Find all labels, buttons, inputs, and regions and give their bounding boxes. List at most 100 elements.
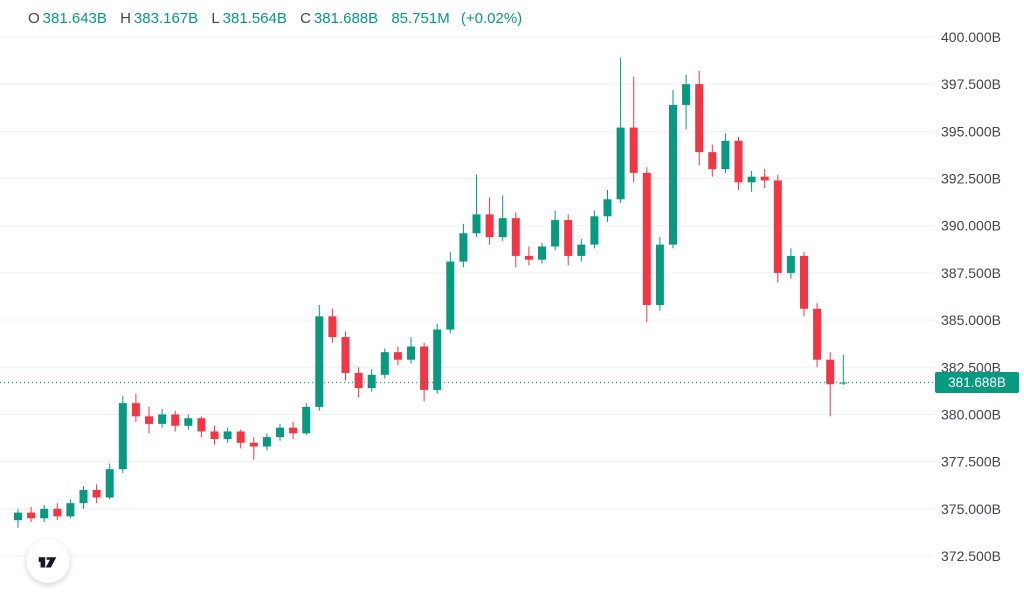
candle[interactable] bbox=[66, 499, 75, 519]
candle[interactable] bbox=[826, 352, 835, 417]
candle[interactable] bbox=[223, 427, 232, 443]
candle[interactable] bbox=[407, 337, 415, 364]
candle[interactable] bbox=[603, 189, 612, 222]
candle[interactable] bbox=[158, 408, 167, 428]
candle[interactable] bbox=[315, 304, 324, 411]
candle-body bbox=[236, 431, 245, 443]
candle-body bbox=[551, 220, 560, 247]
candle[interactable] bbox=[786, 248, 795, 279]
candle[interactable] bbox=[616, 57, 625, 204]
price-tick-label: 397.500B bbox=[941, 76, 1001, 92]
candle[interactable] bbox=[341, 331, 350, 381]
candle[interactable] bbox=[433, 323, 442, 394]
candle[interactable] bbox=[760, 169, 769, 188]
candle[interactable] bbox=[642, 167, 651, 322]
candle[interactable] bbox=[629, 76, 638, 183]
candle[interactable] bbox=[118, 395, 127, 473]
open-value: 381.643B bbox=[42, 10, 107, 27]
candle[interactable] bbox=[92, 484, 101, 504]
candle-body bbox=[669, 104, 677, 245]
candle[interactable] bbox=[289, 422, 298, 439]
candle[interactable] bbox=[171, 410, 180, 432]
candle[interactable] bbox=[262, 433, 271, 451]
last-price-badge: 381.688B bbox=[935, 372, 1019, 394]
candle-body bbox=[773, 180, 782, 273]
candle[interactable] bbox=[302, 403, 311, 436]
candle[interactable] bbox=[485, 197, 494, 245]
high-value: 383.167B bbox=[133, 10, 199, 27]
candle-body bbox=[564, 220, 573, 256]
candle[interactable] bbox=[249, 437, 258, 460]
candle[interactable] bbox=[511, 212, 520, 268]
candle-body bbox=[603, 199, 612, 217]
candle[interactable] bbox=[590, 210, 599, 249]
candle[interactable] bbox=[354, 367, 363, 398]
candle[interactable] bbox=[538, 242, 546, 264]
candle[interactable] bbox=[524, 246, 533, 266]
candle-body bbox=[131, 403, 140, 417]
candle-body bbox=[53, 508, 62, 517]
candle[interactable] bbox=[420, 342, 429, 402]
candle[interactable] bbox=[27, 506, 36, 523]
candle-body bbox=[760, 176, 769, 181]
price-tick-label: 377.500B bbox=[941, 454, 1001, 470]
candle[interactable] bbox=[14, 508, 22, 528]
candle-body bbox=[158, 414, 167, 424]
change-percent: (+0.02%) bbox=[460, 10, 523, 27]
candle[interactable] bbox=[734, 137, 743, 190]
tradingview-logo[interactable] bbox=[26, 539, 70, 583]
candle[interactable] bbox=[564, 214, 573, 266]
candle[interactable] bbox=[197, 416, 206, 438]
candle-body bbox=[407, 346, 415, 360]
candle[interactable] bbox=[393, 346, 402, 366]
candle-body bbox=[105, 469, 114, 498]
candle-body bbox=[223, 431, 232, 439]
candle[interactable] bbox=[708, 144, 717, 177]
candle[interactable] bbox=[655, 237, 664, 311]
candle[interactable] bbox=[800, 252, 808, 317]
low-value: 381.564B bbox=[222, 10, 287, 27]
candle[interactable] bbox=[577, 238, 586, 262]
candle[interactable] bbox=[813, 303, 822, 368]
candle[interactable] bbox=[839, 354, 848, 385]
candle-body bbox=[524, 255, 533, 260]
candle-body bbox=[708, 152, 717, 170]
candle[interactable] bbox=[328, 308, 337, 343]
candle[interactable] bbox=[551, 210, 560, 251]
candle[interactable] bbox=[446, 252, 455, 334]
candle[interactable] bbox=[747, 170, 756, 192]
candle[interactable] bbox=[773, 174, 782, 283]
tradingview-logo-icon bbox=[38, 557, 57, 568]
candle-body bbox=[367, 374, 376, 389]
candle-body bbox=[145, 416, 153, 424]
candle[interactable] bbox=[498, 195, 507, 241]
candle[interactable] bbox=[131, 393, 140, 423]
candle[interactable] bbox=[669, 89, 677, 249]
candle[interactable] bbox=[367, 369, 376, 392]
high-label: H bbox=[120, 10, 131, 27]
candle[interactable] bbox=[105, 463, 114, 500]
candle[interactable] bbox=[236, 429, 245, 449]
candle[interactable] bbox=[459, 223, 468, 268]
candle[interactable] bbox=[472, 174, 481, 238]
candle[interactable] bbox=[79, 486, 88, 509]
candle-body bbox=[380, 352, 389, 375]
candle[interactable] bbox=[145, 406, 153, 434]
candle[interactable] bbox=[40, 505, 49, 523]
candle-body bbox=[642, 172, 651, 305]
candle[interactable] bbox=[682, 74, 691, 130]
candle[interactable] bbox=[695, 70, 704, 166]
candle[interactable] bbox=[53, 503, 62, 521]
price-tick-label: 380.000B bbox=[941, 406, 1001, 422]
candle[interactable] bbox=[276, 423, 284, 441]
candle-body bbox=[315, 316, 324, 407]
candle[interactable] bbox=[380, 348, 389, 379]
candle[interactable] bbox=[721, 133, 730, 173]
candle[interactable] bbox=[210, 425, 219, 445]
price-axis[interactable] bbox=[935, 0, 1024, 593]
candle[interactable] bbox=[184, 414, 193, 430]
price-tick-label: 385.000B bbox=[941, 312, 1001, 328]
candle-body bbox=[682, 84, 691, 105]
